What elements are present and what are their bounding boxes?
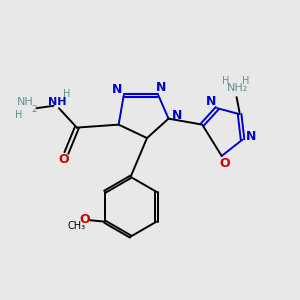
Text: NH: NH — [17, 97, 34, 106]
Text: H: H — [15, 110, 22, 120]
Text: N: N — [112, 83, 122, 96]
Text: 2: 2 — [31, 106, 37, 115]
Text: NH₂: NH₂ — [226, 83, 248, 93]
Text: N: N — [246, 130, 256, 143]
Text: N: N — [206, 95, 216, 108]
Text: NH: NH — [48, 97, 67, 107]
Text: O: O — [58, 153, 69, 166]
Text: H: H — [242, 76, 249, 86]
Text: N: N — [156, 81, 166, 94]
Text: O: O — [219, 157, 230, 170]
Text: CH₃: CH₃ — [68, 221, 86, 231]
Text: N: N — [172, 109, 182, 122]
Text: O: O — [80, 213, 90, 226]
Text: H: H — [222, 76, 229, 86]
Text: H: H — [63, 89, 70, 99]
